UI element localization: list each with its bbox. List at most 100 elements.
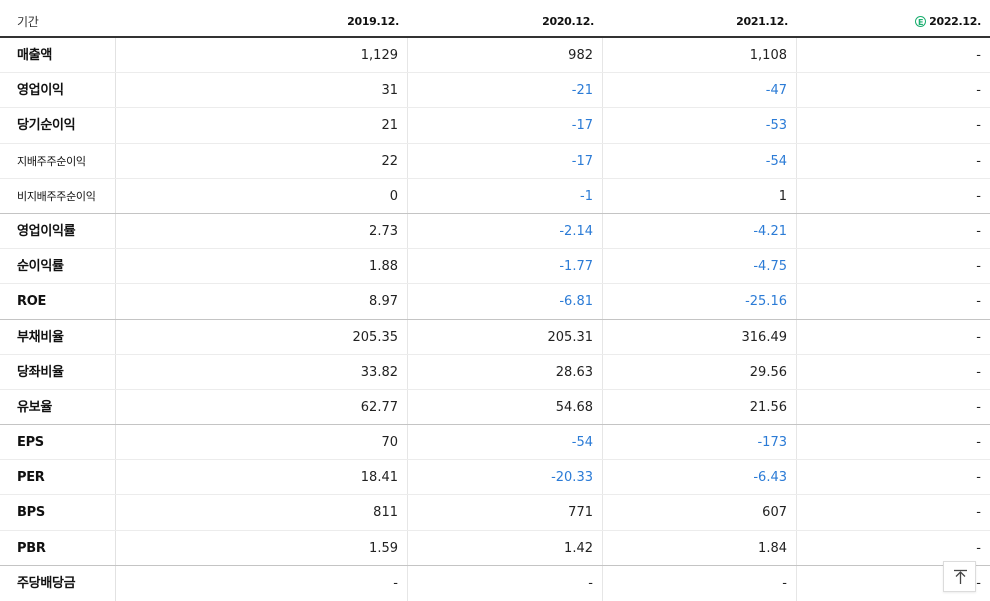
cell-value: - — [976, 364, 981, 380]
cell-value: - — [976, 259, 981, 275]
year-header-2021: 2021.12. — [736, 15, 788, 28]
cell-value: -53 — [603, 108, 797, 143]
cell-value: 2.73 — [116, 213, 408, 249]
table-row: 순이익률 1.88 -1.77 -4.75 - — [0, 249, 990, 285]
table-row: 영업이익률 2.73 -2.14 -4.21 - — [0, 213, 990, 250]
cell-value: - — [976, 329, 981, 345]
table-row: 유보율 62.77 54.68 21.56 - — [0, 389, 990, 426]
table-row: BPS 811 771 607 - — [0, 495, 990, 531]
scroll-to-top-button[interactable] — [943, 561, 976, 592]
cell-value: 1.59 — [116, 530, 408, 565]
cell-value: - — [976, 505, 981, 521]
cell-value: 205.35 — [116, 319, 408, 354]
cell-value: 33.82 — [116, 354, 408, 389]
cell-value: - — [976, 294, 981, 310]
table-row: 당좌비율 33.82 28.63 29.56 - — [0, 354, 990, 390]
estimate-icon: E — [915, 16, 927, 27]
financial-table-body: 매출액 1,129 982 1,108 - 영업이익 31 -21 -47 - … — [0, 38, 990, 601]
cell-value: 18.41 — [116, 460, 408, 495]
row-label: 영업이익률 — [0, 213, 116, 249]
cell-value: - — [976, 118, 981, 134]
period-header: 기간 — [17, 15, 39, 29]
cell-value: -54 — [603, 143, 797, 178]
cell-value: 21 — [116, 108, 408, 143]
cell-value: - — [976, 223, 981, 239]
row-label: 순이익률 — [0, 249, 116, 284]
cell-value: 1,129 — [116, 38, 408, 73]
cell-value: 811 — [116, 495, 408, 530]
cell-value: -20.33 — [408, 460, 603, 495]
cell-value: 29.56 — [603, 354, 797, 389]
row-label: ROE — [0, 284, 116, 319]
cell-value: 62.77 — [116, 389, 408, 425]
cell-value: -17 — [408, 108, 603, 143]
cell-value: - — [976, 48, 981, 63]
cell-value: 205.31 — [408, 319, 603, 354]
row-label: PBR — [0, 530, 116, 565]
row-label: 당좌비율 — [0, 354, 116, 389]
cell-value: - — [603, 565, 797, 601]
cell-value: -47 — [603, 73, 797, 108]
cell-value: 70 — [116, 425, 408, 460]
cell-value: - — [408, 565, 603, 601]
row-label: 유보율 — [0, 389, 116, 425]
cell-value: 771 — [408, 495, 603, 530]
cell-value: 1 — [603, 178, 797, 213]
cell-value: -6.43 — [603, 460, 797, 495]
cell-value: 8.97 — [116, 284, 408, 319]
cell-value: 31 — [116, 73, 408, 108]
row-label: 주당배당금 — [0, 565, 116, 601]
table-row: EPS 70 -54 -173 - — [0, 425, 990, 461]
cell-value: 21.56 — [603, 389, 797, 425]
table-row: PBR 1.59 1.42 1.84 - — [0, 530, 990, 566]
cell-value: - — [976, 399, 981, 415]
row-label: 지배주주순이익 — [0, 143, 116, 178]
table-row: 영업이익 31 -21 -47 - — [0, 73, 990, 109]
table-row: PER 18.41 -20.33 -6.43 - — [0, 460, 990, 496]
arrow-up-icon — [954, 569, 967, 584]
row-label: 비지배주주순이익 — [0, 178, 116, 213]
table-row: 매출액 1,129 982 1,108 - — [0, 38, 990, 74]
row-label: 당기순이익 — [0, 108, 116, 143]
table-row: 부채비율 205.35 205.31 316.49 - — [0, 319, 990, 355]
year-header-2019: 2019.12. — [347, 15, 399, 28]
cell-value: 1.88 — [116, 249, 408, 284]
year-header-2020: 2020.12. — [542, 15, 594, 28]
row-label: 매출액 — [0, 38, 116, 73]
cell-value: -6.81 — [408, 284, 603, 319]
row-label: 영업이익 — [0, 73, 116, 108]
cell-value: -4.75 — [603, 249, 797, 284]
cell-value: - — [976, 83, 981, 99]
cell-value: 1.42 — [408, 530, 603, 565]
cell-value: -173 — [603, 425, 797, 460]
cell-value: 1.84 — [603, 530, 797, 565]
table-row: ROE 8.97 -6.81 -25.16 - — [0, 284, 990, 320]
table-row: 비지배주주순이익 0 -1 1 - — [0, 178, 990, 214]
table-row: 주당배당금 - - - - — [0, 565, 990, 601]
cell-value: 1,108 — [603, 38, 797, 73]
cell-value: -54 — [408, 425, 603, 460]
cell-value: - — [976, 540, 981, 556]
table-row: 지배주주순이익 22 -17 -54 - — [0, 143, 990, 179]
cell-value: - — [976, 153, 981, 169]
row-label: BPS — [0, 495, 116, 530]
row-label: PER — [0, 460, 116, 495]
table-row: 당기순이익 21 -17 -53 - — [0, 108, 990, 144]
cell-value: -17 — [408, 143, 603, 178]
cell-value: 316.49 — [603, 319, 797, 354]
cell-value: - — [116, 565, 408, 601]
cell-value: 982 — [408, 38, 603, 73]
cell-value: - — [976, 188, 981, 204]
cell-value: 0 — [116, 178, 408, 213]
year-header-2022-estimate: E 2022.12. — [797, 0, 990, 36]
cell-value: - — [976, 470, 981, 486]
cell-value: 607 — [603, 495, 797, 530]
row-label: EPS — [0, 425, 116, 460]
cell-value: -2.14 — [408, 213, 603, 249]
cell-value: 28.63 — [408, 354, 603, 389]
cell-value: -1.77 — [408, 249, 603, 284]
cell-value: 54.68 — [408, 389, 603, 425]
cell-value: -4.21 — [603, 213, 797, 249]
cell-value: -25.16 — [603, 284, 797, 319]
cell-value: -1 — [408, 178, 603, 213]
